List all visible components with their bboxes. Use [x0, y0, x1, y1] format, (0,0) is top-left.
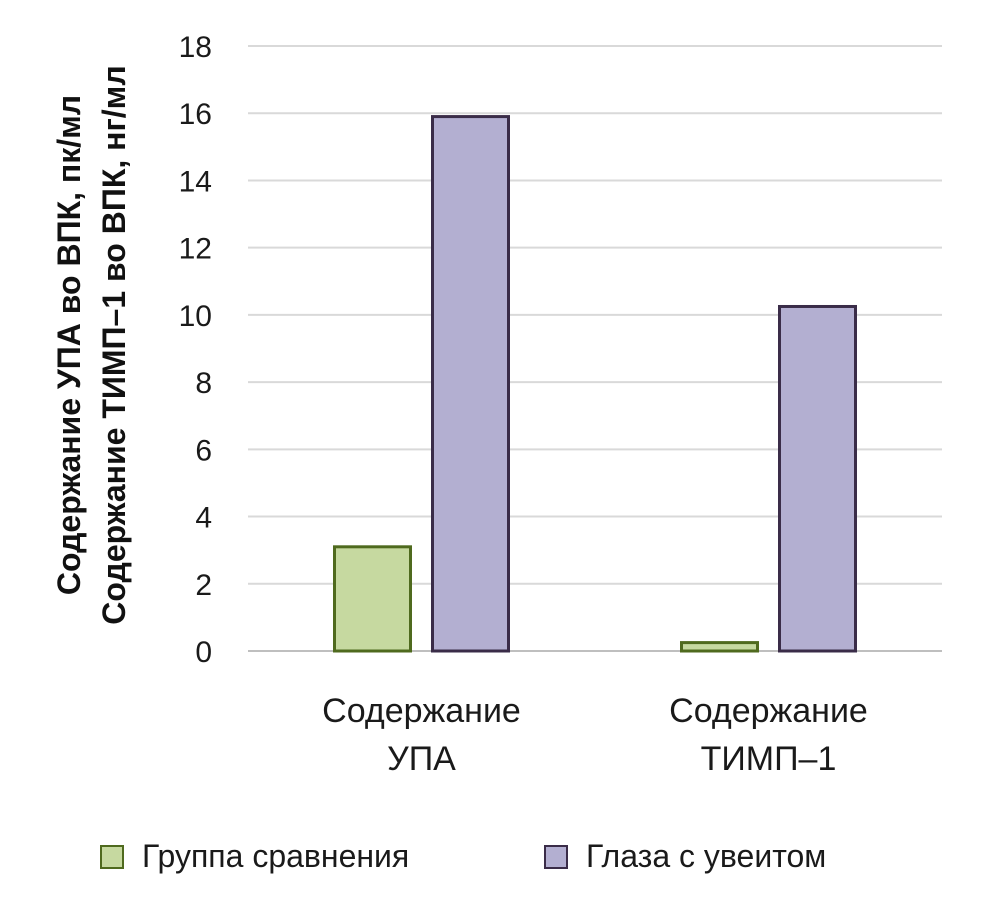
legend-swatch-series-2 [544, 844, 568, 869]
legend-label-series-1: Группа сравнения [142, 838, 410, 874]
y-tick-label: 16 [179, 98, 212, 131]
y-tick-label: 14 [179, 165, 212, 198]
y-tick-label: 12 [179, 233, 212, 266]
legend: Группа сравнения Глаза с увеитом [100, 838, 960, 882]
legend-label-series-2: Глаза с увеитом [586, 838, 827, 874]
bar-series-2-cat-2 [778, 304, 857, 653]
bars [333, 115, 857, 653]
x-category-label-line: Содержание [669, 692, 868, 730]
bar-series-2-cat-1 [431, 115, 510, 653]
y-tick-label: 18 [179, 31, 212, 64]
y-axis-title-line-2: Содержание ТИМП–1 во ВПК, нг/мл [96, 65, 132, 624]
y-tick-label: 2 [195, 569, 212, 602]
legend-item-series-2: Глаза с увеитом [544, 838, 826, 875]
x-category-label-line: ТИМП–1 [701, 740, 837, 778]
x-category-label: Содержание ТИМП–1 [669, 692, 868, 778]
legend-item-series-1: Группа сравнения [100, 838, 409, 875]
bar-series-1-cat-2 [680, 641, 759, 653]
y-axis-title-line-1: Содержание УПА во ВПК, пк/мл [51, 95, 87, 595]
x-axis-categories: Содержание УПА Содержание ТИМП–1 [322, 692, 868, 778]
y-tick-label: 6 [195, 434, 212, 467]
x-category-label-line: УПА [387, 740, 456, 778]
y-tick-label: 10 [179, 300, 212, 333]
y-tick-label: 4 [195, 502, 212, 535]
y-tick-label: 8 [195, 367, 212, 400]
y-axis-ticks: 0 2 4 6 8 10 12 14 16 18 [179, 31, 212, 669]
y-tick-label: 0 [195, 636, 212, 669]
x-category-label-line: Содержание [322, 692, 521, 730]
y-axis-title: Содержание УПА во ВПК, пк/мл Содержание Т… [51, 65, 132, 624]
x-category-label: Содержание УПА [322, 692, 521, 778]
legend-swatch-series-1 [100, 844, 124, 869]
bar-series-1-cat-1 [333, 545, 412, 653]
